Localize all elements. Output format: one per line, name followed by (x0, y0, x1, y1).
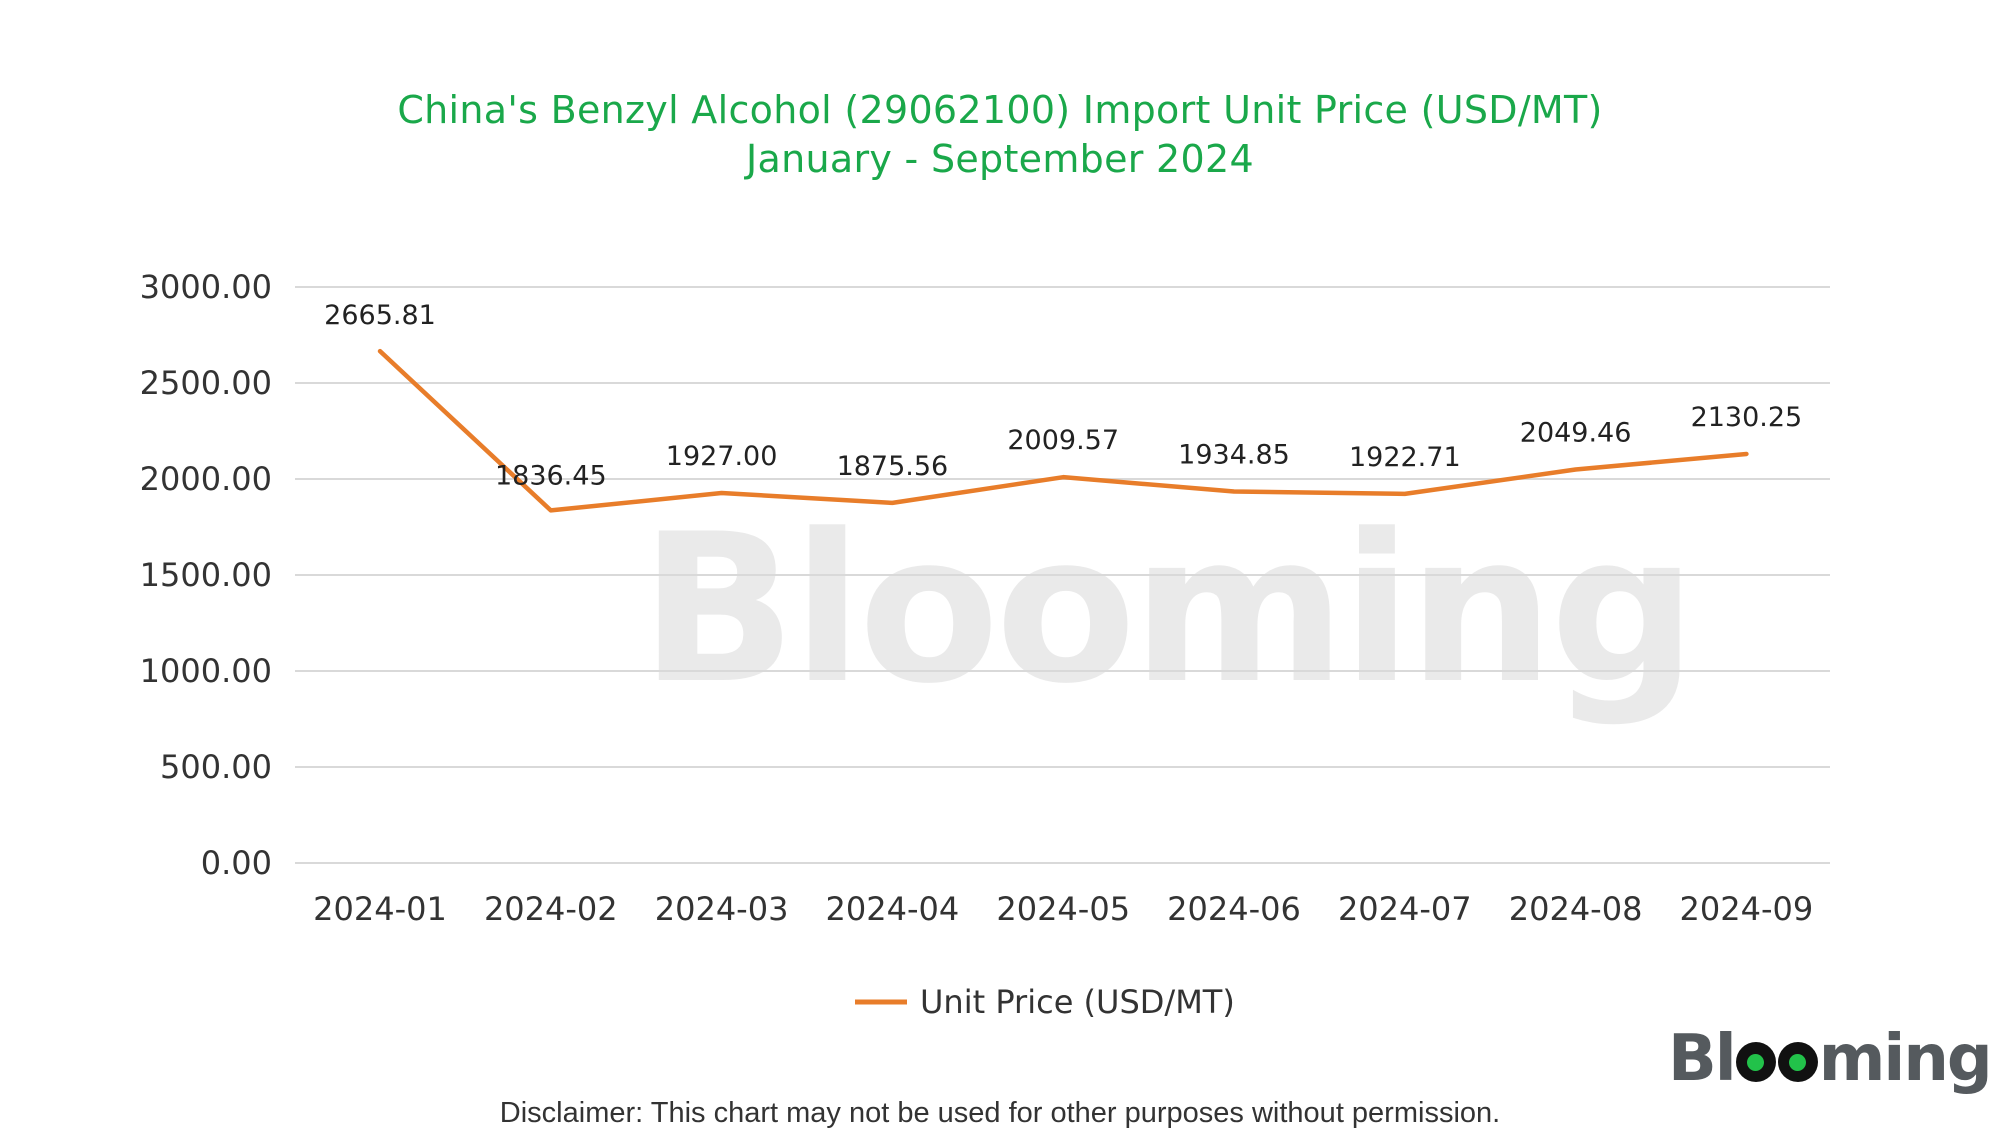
data-label: 2009.57 (1007, 425, 1119, 456)
series-line-layer (377, 348, 1749, 513)
logo-eye-icon (1735, 1042, 1776, 1082)
y-tick-label: 3000.00 (140, 268, 272, 306)
y-tick-label: 2000.00 (140, 460, 272, 498)
chart-title: China's Benzyl Alcohol (29062100) Import… (397, 88, 1603, 132)
data-point (1233, 491, 1235, 493)
disclaimer-text: Disclaimer: This chart may not be used f… (499, 1097, 1501, 1129)
logo-eye-icon (1777, 1042, 1818, 1082)
data-point (1404, 493, 1406, 495)
data-point (379, 350, 381, 352)
y-tick-label: 1500.00 (140, 556, 272, 594)
y-tick-label: 500.00 (160, 748, 272, 786)
data-point (721, 492, 723, 494)
x-tick-label: 2024-04 (826, 890, 960, 928)
brand-logo-text-start: Bl (1668, 1022, 1737, 1096)
data-label: 2665.81 (324, 300, 436, 331)
x-tick-label: 2024-09 (1680, 890, 1814, 928)
data-label: 1836.45 (495, 460, 607, 491)
y-tick-label: 1000.00 (140, 652, 272, 690)
data-label: 1922.71 (1349, 442, 1461, 473)
legend: Unit Price (USD/MT) (855, 983, 1235, 1021)
data-label: 1934.85 (1178, 440, 1290, 471)
data-point (891, 502, 893, 504)
x-tick-label: 2024-05 (996, 890, 1130, 928)
y-tick-label: 2500.00 (140, 364, 272, 402)
data-point (1745, 453, 1747, 455)
data-labels: 2665.81 1836.45 1927.00 1875.56 2009.57 1934.… (324, 300, 1802, 491)
chart-subtitle: January - September 2024 (746, 137, 1254, 181)
x-axis-ticks: 2024-01 2024-02 2024-03 2024-04 2024-05 2024-… (313, 890, 1813, 928)
y-axis-ticks: 0.00 500.00 1000.00 1500.00 2000.00 2500.00 30… (140, 268, 272, 882)
data-label: 2130.25 (1691, 402, 1803, 433)
x-tick-label: 2024-06 (1167, 890, 1301, 928)
legend-label: Unit Price (USD/MT) (920, 983, 1235, 1021)
x-tick-label: 2024-07 (1338, 890, 1472, 928)
data-label: 1875.56 (837, 451, 949, 482)
gridlines (295, 286, 1830, 864)
data-point (1575, 469, 1577, 471)
brand-logo: Bl ming (1668, 1022, 1993, 1096)
data-label: 1927.00 (666, 441, 778, 472)
x-tick-label: 2024-01 (313, 890, 447, 928)
x-tick-label: 2024-08 (1509, 890, 1643, 928)
x-tick-label: 2024-03 (655, 890, 789, 928)
data-point (550, 509, 552, 511)
x-tick-label: 2024-02 (484, 890, 618, 928)
brand-logo-text-end: ming (1818, 1022, 1993, 1096)
data-point (1062, 476, 1064, 478)
y-tick-label: 0.00 (201, 844, 272, 882)
data-label: 2049.46 (1520, 418, 1632, 449)
